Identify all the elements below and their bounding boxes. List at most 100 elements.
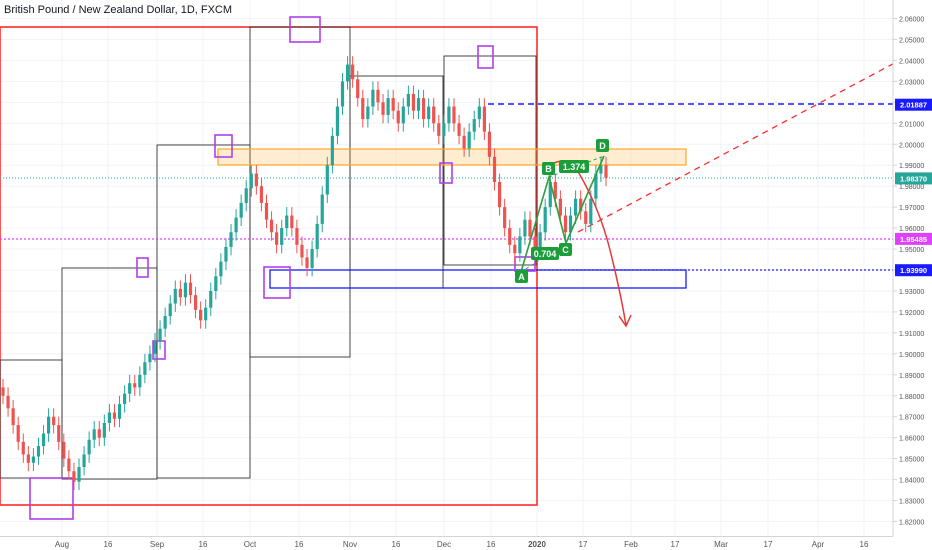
candle-body: [538, 232, 542, 250]
candle-body: [158, 328, 162, 342]
x-tick-label: 16: [860, 540, 869, 549]
candle-body: [31, 456, 36, 463]
x-tick-label: 16: [199, 540, 208, 549]
candle-body: [153, 341, 157, 354]
candle-body: [356, 79, 360, 99]
candle-body: [310, 249, 314, 268]
candle-body: [492, 156, 497, 182]
point-label-b-bg: [542, 162, 555, 175]
candle-body: [21, 441, 25, 455]
candle-body: [330, 135, 334, 166]
candle-body: [92, 429, 96, 440]
price-label-bg: [895, 232, 932, 245]
candle-body: [599, 165, 603, 174]
candle-body: [295, 228, 299, 245]
candle-body: [376, 89, 380, 103]
candle-body: [107, 412, 112, 423]
price-label: 1.98370: [900, 174, 927, 183]
candle-body: [447, 106, 451, 124]
candle-body: [589, 198, 593, 224]
candle-body: [442, 123, 446, 136]
candle-body: [604, 165, 608, 178]
candle-body: [264, 202, 269, 220]
candle-body: [97, 429, 101, 438]
y-tick-label: 1.89000: [899, 373, 924, 380]
candle-body: [77, 467, 81, 482]
candle-body: [117, 404, 122, 419]
chart-overlays: A B C D 0.704 1.374: [515, 139, 632, 328]
candle-body: [563, 215, 568, 233]
y-tick-label: 2.04000: [899, 58, 924, 65]
candle-body: [401, 106, 405, 124]
candle-body: [199, 309, 203, 321]
x-tick-label: 16: [295, 540, 304, 549]
y-tick-label: 1.95000: [899, 247, 924, 254]
candle-body: [204, 307, 208, 321]
x-tick-label: Oct: [244, 540, 257, 549]
x-tick-label: Apr: [812, 540, 825, 549]
support-zone: [269, 269, 687, 289]
price-label-bg: [895, 172, 932, 185]
y-tick-label: 2.06000: [899, 17, 924, 24]
candle-body: [11, 408, 15, 426]
point-label-c: C: [562, 245, 569, 255]
candle-body: [345, 64, 350, 82]
candle-body: [467, 131, 471, 149]
candle-body: [584, 211, 588, 224]
marker-box: [289, 16, 321, 43]
ratio-label-bd: 1.374: [563, 162, 586, 172]
candle-body: [229, 232, 233, 247]
candle-body: [487, 131, 492, 157]
price-label: 1.95485: [900, 235, 927, 244]
candle-body: [254, 173, 258, 187]
price-label-bg: [895, 98, 932, 111]
y-tick-label: 2.03000: [899, 79, 924, 86]
candle-body: [497, 181, 502, 208]
candle-body: [188, 282, 193, 296]
marker-box: [263, 266, 291, 299]
candle-body: [508, 228, 512, 245]
candle-body: [285, 215, 289, 229]
candle-body: [452, 106, 456, 124]
candle-body: [239, 202, 243, 218]
candle-body: [148, 353, 152, 363]
candle-body: [457, 123, 461, 136]
marker-box: [214, 134, 233, 158]
y-tick-label: 1.90000: [899, 352, 924, 359]
candle-body: [543, 207, 547, 233]
x-tick-label: 17: [671, 540, 680, 549]
candle-body: [290, 215, 294, 229]
trend-line-red: [577, 42, 932, 233]
x-tick-label: Dec: [437, 540, 451, 549]
candle-body: [320, 194, 324, 224]
marker-box: [136, 257, 149, 278]
candle-body: [214, 276, 218, 291]
ratio-label-ac-bg: [531, 247, 559, 260]
candle-body: [173, 288, 177, 304]
x-tick-label: 16: [392, 540, 401, 549]
chart-title: British Pound / New Zealand Dollar, 1D, …: [4, 4, 233, 16]
candle-body: [305, 257, 309, 268]
candle-body: [249, 173, 253, 189]
candle-body: [300, 244, 304, 258]
range-box: [61, 267, 158, 480]
candle-body: [513, 244, 517, 254]
candle-body: [396, 110, 400, 124]
candle-body: [361, 98, 365, 120]
candle-body: [462, 135, 466, 149]
chart-drawings: [0, 16, 932, 520]
candle-body: [275, 232, 279, 245]
candle-body: [335, 106, 340, 136]
y-tick-label: 1.97000: [899, 205, 924, 212]
candlestick-series: [1, 56, 608, 491]
ratio-label-bd-bg: [559, 160, 589, 173]
candle-body: [6, 395, 10, 409]
candle-body: [427, 106, 431, 120]
price-label: 2.01887: [900, 101, 927, 110]
y-tick-label: 1.88000: [899, 394, 924, 401]
price-labels: 2.01887 1.98370 1.95485 1.93990: [895, 98, 932, 277]
x-tick-label: 17: [764, 540, 773, 549]
point-label-a: A: [518, 272, 525, 282]
candle-body: [219, 261, 223, 277]
